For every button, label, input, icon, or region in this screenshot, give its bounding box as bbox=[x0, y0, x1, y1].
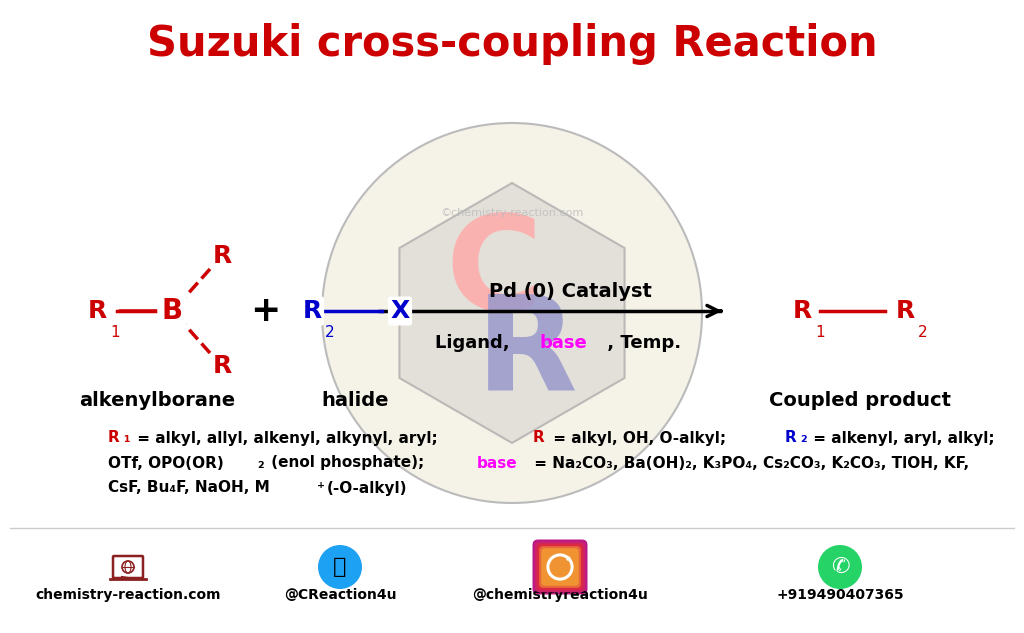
Text: +: + bbox=[250, 294, 281, 328]
FancyBboxPatch shape bbox=[532, 539, 588, 594]
Polygon shape bbox=[399, 183, 625, 443]
Text: B: B bbox=[162, 297, 182, 325]
FancyBboxPatch shape bbox=[535, 542, 586, 592]
Text: chemistry-reaction.com: chemistry-reaction.com bbox=[35, 588, 221, 602]
Text: Pd (0) Catalyst: Pd (0) Catalyst bbox=[488, 282, 651, 301]
Text: ⁺: ⁺ bbox=[316, 480, 325, 496]
Text: = alkyl, OH, O-alkyl;: = alkyl, OH, O-alkyl; bbox=[548, 430, 731, 446]
Text: Ligand,: Ligand, bbox=[435, 334, 516, 352]
Text: ✆: ✆ bbox=[830, 557, 849, 577]
Text: R: R bbox=[87, 299, 106, 323]
Text: R: R bbox=[476, 289, 578, 417]
Circle shape bbox=[318, 545, 362, 589]
Text: (enol phosphate);: (enol phosphate); bbox=[266, 456, 429, 470]
FancyBboxPatch shape bbox=[542, 548, 579, 586]
Text: (-O-alkyl): (-O-alkyl) bbox=[327, 480, 408, 496]
Text: ₁: ₁ bbox=[123, 430, 130, 446]
Text: R: R bbox=[895, 299, 914, 323]
Text: alkenylborane: alkenylborane bbox=[79, 391, 236, 410]
Text: @chemistryreaction4u: @chemistryreaction4u bbox=[472, 588, 648, 602]
Text: R: R bbox=[212, 244, 231, 268]
Text: +919490407365: +919490407365 bbox=[776, 588, 904, 602]
Text: ₂: ₂ bbox=[257, 456, 264, 470]
Text: 1: 1 bbox=[815, 325, 824, 340]
Text: R: R bbox=[212, 354, 231, 378]
Circle shape bbox=[566, 556, 570, 561]
Text: 1: 1 bbox=[110, 325, 120, 340]
Circle shape bbox=[322, 123, 702, 503]
Text: base: base bbox=[477, 456, 517, 470]
Text: = alkyl, allyl, alkenyl, alkynyl, aryl;: = alkyl, allyl, alkenyl, alkynyl, aryl; bbox=[132, 430, 442, 446]
Text: ©chemistry-reaction.com: ©chemistry-reaction.com bbox=[440, 208, 584, 218]
Text: base: base bbox=[540, 334, 588, 352]
FancyBboxPatch shape bbox=[537, 544, 583, 590]
Text: 2: 2 bbox=[325, 325, 335, 340]
Text: 🐦: 🐦 bbox=[334, 557, 347, 577]
Text: R: R bbox=[534, 430, 545, 446]
Text: halide: halide bbox=[322, 391, 389, 410]
Text: = alkenyl, aryl, alkyl;: = alkenyl, aryl, alkyl; bbox=[809, 430, 1000, 446]
Text: Suzuki cross-coupling Reaction: Suzuki cross-coupling Reaction bbox=[146, 23, 878, 65]
Text: CsF, Bu₄F, NaOH, M: CsF, Bu₄F, NaOH, M bbox=[108, 480, 269, 496]
Text: OTf, OPO(OR): OTf, OPO(OR) bbox=[108, 456, 224, 470]
Text: , Temp.: , Temp. bbox=[601, 334, 681, 352]
Text: @CReaction4u: @CReaction4u bbox=[284, 588, 396, 602]
Text: 2: 2 bbox=[918, 325, 928, 340]
Text: C: C bbox=[445, 210, 543, 337]
Text: Coupled product: Coupled product bbox=[769, 391, 951, 410]
Text: = Na₂CO₃, Ba(OH)₂, K₃PO₄, Cs₂CO₃, K₂CO₃, TlOH, KF,: = Na₂CO₃, Ba(OH)₂, K₃PO₄, Cs₂CO₃, K₂CO₃,… bbox=[529, 456, 970, 470]
Text: R: R bbox=[784, 430, 797, 446]
Text: X: X bbox=[390, 299, 410, 323]
Text: R: R bbox=[108, 430, 120, 446]
FancyBboxPatch shape bbox=[539, 546, 581, 588]
Text: R: R bbox=[793, 299, 812, 323]
Circle shape bbox=[818, 545, 862, 589]
Text: R: R bbox=[302, 299, 322, 323]
Text: ₂: ₂ bbox=[800, 430, 807, 446]
